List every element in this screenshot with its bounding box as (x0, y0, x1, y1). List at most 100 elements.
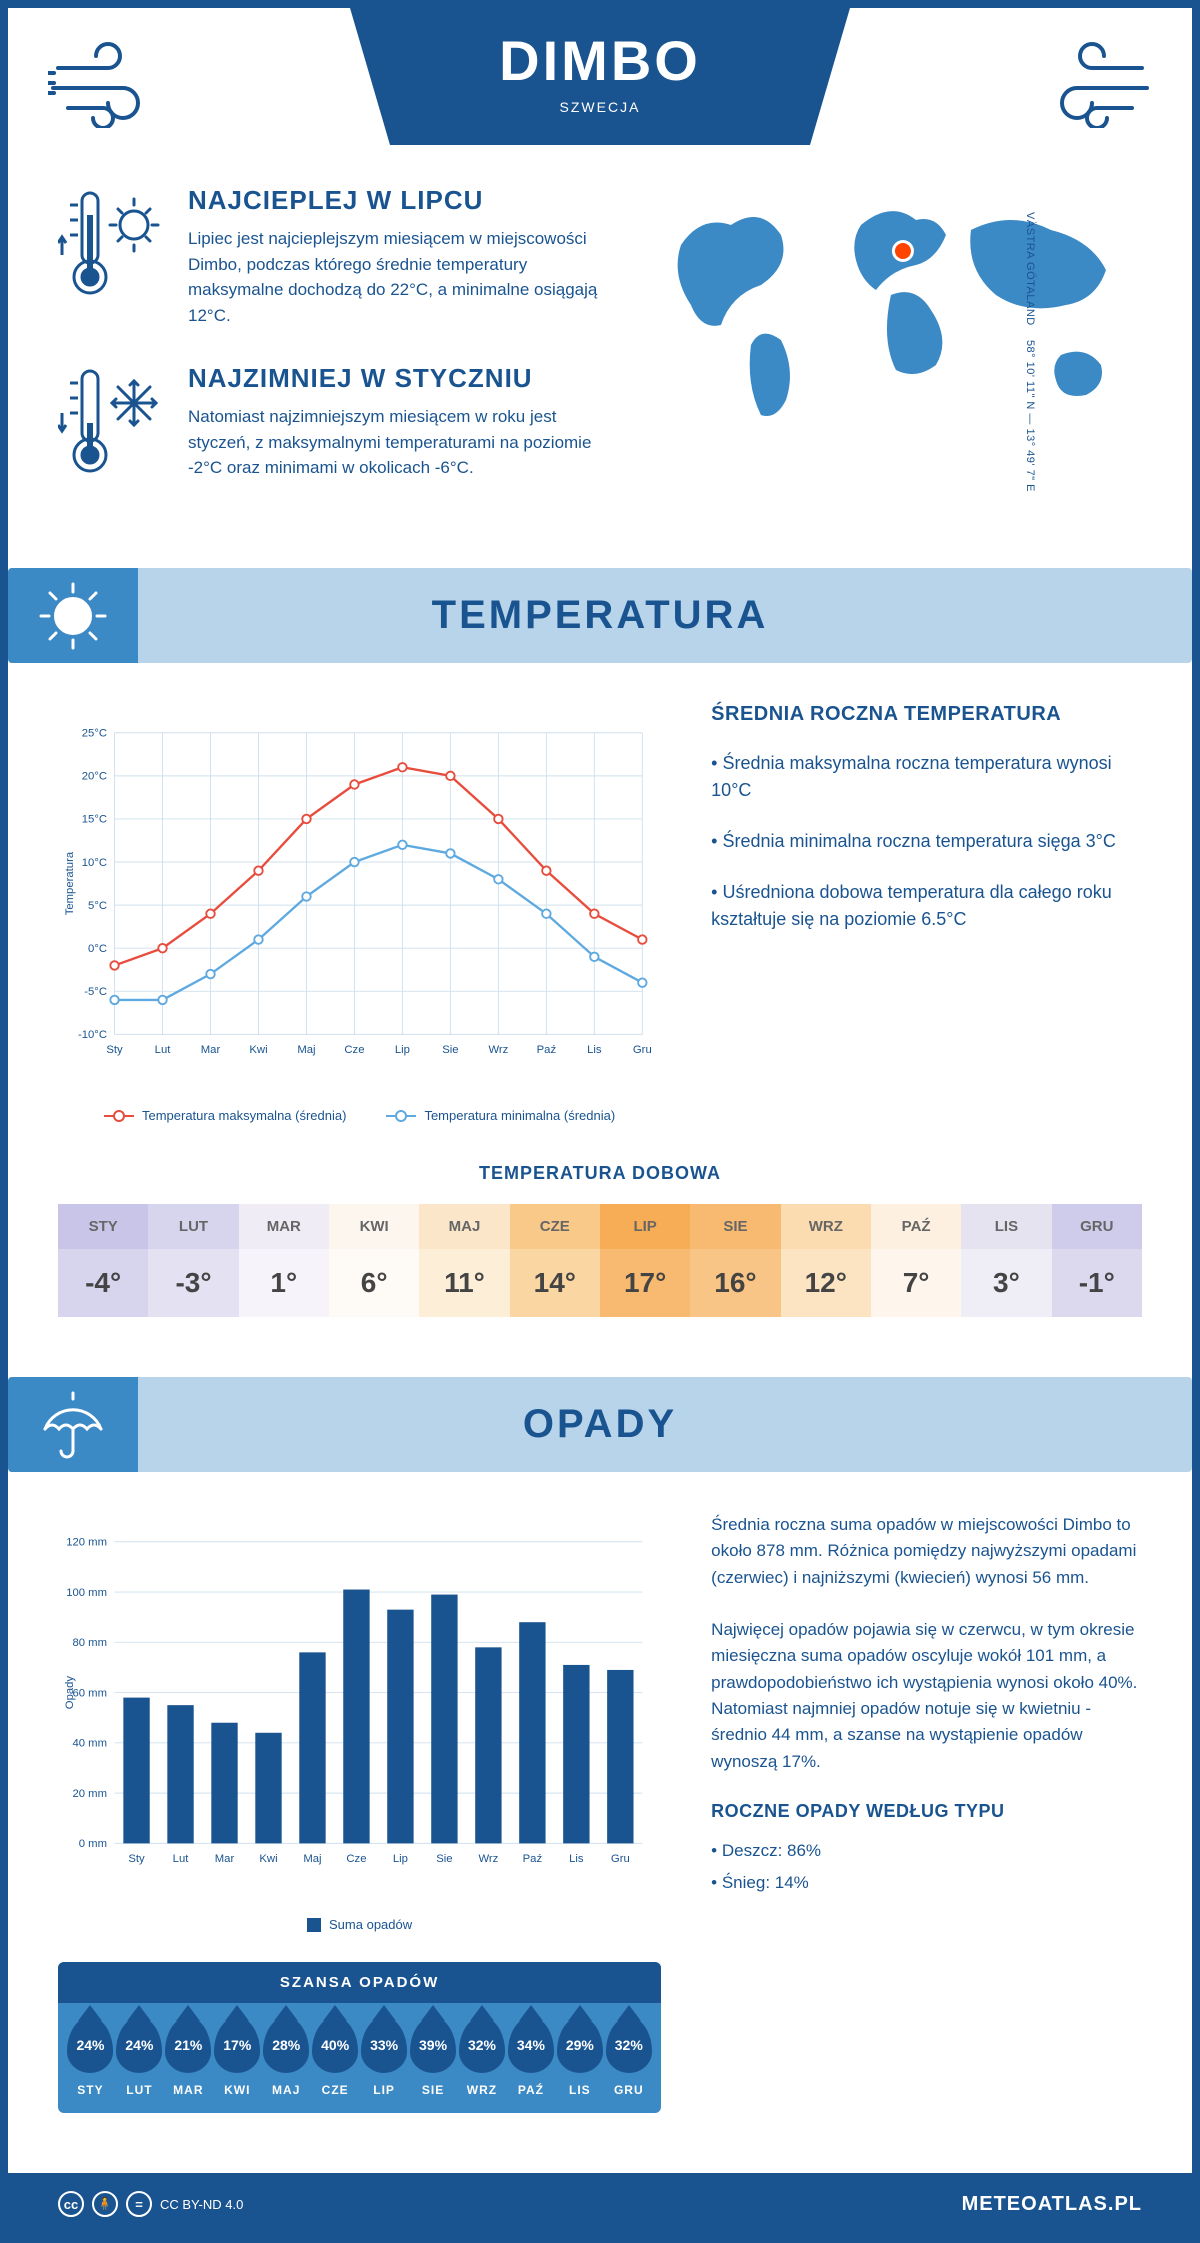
raindrop-icon: 34% (508, 2017, 554, 2073)
svg-text:Lut: Lut (155, 1044, 172, 1056)
legend-max-label: Temperatura maksymalna (średnia) (142, 1108, 346, 1123)
umbrella-icon (33, 1385, 113, 1465)
precipitation-legend: Suma opadów (58, 1917, 661, 1932)
svg-text:-5°C: -5°C (84, 986, 107, 998)
coldest-title: NAJZIMNIEJ W STYCZNIU (188, 363, 610, 394)
world-map-icon (640, 185, 1142, 445)
thermometer-cold-icon (58, 363, 168, 483)
chance-cell: 17%KWI (213, 2017, 262, 2097)
svg-text:Sie: Sie (436, 1853, 452, 1865)
nd-icon: = (126, 2191, 152, 2217)
raindrop-icon: 21% (165, 2017, 211, 2073)
chance-cell: 40%CZE (311, 2017, 360, 2097)
raindrop-icon: 33% (361, 2017, 407, 2073)
chance-cell: 32%WRZ (458, 2017, 507, 2097)
hottest-block: NAJCIEPLEJ W LIPCU Lipiec jest najcieple… (58, 185, 610, 328)
svg-text:Mar: Mar (215, 1853, 235, 1865)
chance-cell: 28%MAJ (262, 2017, 311, 2097)
precip-by-type-title: ROCZNE OPADY WEDŁUG TYPU (711, 1801, 1142, 1822)
coldest-text: Natomiast najzimniejszym miesiącem w rok… (188, 404, 610, 481)
chance-cell: 33%LIP (360, 2017, 409, 2097)
svg-text:20°C: 20°C (82, 771, 107, 783)
svg-text:Paź: Paź (523, 1853, 543, 1865)
precip-paragraph: Najwięcej opadów pojawia się w czerwcu, … (711, 1617, 1142, 1775)
precip-paragraph: Średnia roczna suma opadów w miejscowośc… (711, 1512, 1142, 1591)
temp-stat-item: • Średnia maksymalna roczna temperatura … (711, 750, 1142, 804)
precipitation-section: 0 mm20 mm40 mm60 mm80 mm100 mm120 mmOpad… (8, 1472, 1192, 2133)
temp-table-cell: LIS3° (961, 1204, 1051, 1317)
license-text: CC BY-ND 4.0 (160, 2197, 243, 2212)
chance-cell: 34%PAŹ (506, 2017, 555, 2097)
thermometer-hot-icon (58, 185, 168, 305)
title-banner: DIMBO SZWECJA (350, 8, 850, 145)
precipitation-banner: OPADY (8, 1377, 1192, 1472)
temperature-heading: TEMPERATURA (58, 593, 1142, 638)
temp-table-cell: CZE14° (510, 1204, 600, 1317)
by-icon: 🧍 (92, 2191, 118, 2217)
svg-text:Gru: Gru (611, 1853, 630, 1865)
temp-stats-title: ŚREDNIA ROCZNA TEMPERATURA (711, 703, 1142, 726)
temp-table-cell: KWI6° (329, 1204, 419, 1317)
sun-icon (33, 576, 113, 656)
svg-text:Maj: Maj (303, 1853, 321, 1865)
map-container: VÄSTRA GÖTALAND 58° 10' 11" N — 13° 49' … (640, 185, 1142, 518)
precipitation-chance-box: SZANSA OPADÓW 24%STY24%LUT21%MAR17%KWI28… (58, 1962, 661, 2113)
temp-table-cell: LIP17° (600, 1204, 690, 1317)
svg-text:Lut: Lut (173, 1853, 190, 1865)
svg-text:Paź: Paź (537, 1044, 557, 1056)
svg-text:Temperatura: Temperatura (64, 851, 76, 915)
svg-text:120 mm: 120 mm (66, 1537, 107, 1549)
legend-precip-label: Suma opadów (329, 1917, 412, 1932)
chance-cell: 39%SIE (409, 2017, 458, 2097)
svg-text:20 mm: 20 mm (72, 1788, 107, 1800)
chance-cell: 21%MAR (164, 2017, 213, 2097)
svg-text:15°C: 15°C (82, 814, 107, 826)
svg-text:40 mm: 40 mm (72, 1738, 107, 1750)
raindrop-icon: 17% (214, 2017, 260, 2073)
svg-text:Lip: Lip (393, 1853, 408, 1865)
footer-brand: METEOATLAS.PL (962, 2193, 1142, 2216)
svg-text:100 mm: 100 mm (66, 1587, 107, 1599)
chance-cell: 24%STY (66, 2017, 115, 2097)
raindrop-icon: 32% (606, 2017, 652, 2073)
chance-cell: 24%LUT (115, 2017, 164, 2097)
svg-text:Maj: Maj (297, 1044, 315, 1056)
precipitation-text: Średnia roczna suma opadów w miejscowośc… (711, 1512, 1142, 2113)
page-container: DIMBO SZWECJA (0, 0, 1200, 2243)
temperature-section: -10°C-5°C0°C5°C10°C15°C20°C25°CStyLutMar… (8, 663, 1192, 1153)
page-subtitle: SZWECJA (410, 99, 790, 115)
coldest-block: NAJZIMNIEJ W STYCZNIU Natomiast najzimni… (58, 363, 610, 483)
temperature-stats: ŚREDNIA ROCZNA TEMPERATURA • Średnia mak… (711, 703, 1142, 1123)
wind-icon-right (1032, 38, 1152, 128)
svg-text:-10°C: -10°C (78, 1029, 107, 1041)
svg-text:60 mm: 60 mm (72, 1687, 107, 1699)
daily-temp-table: STY-4°LUT-3°MAR1°KWI6°MAJ11°CZE14°LIP17°… (58, 1204, 1142, 1317)
temperature-banner: TEMPERATURA (8, 568, 1192, 663)
temp-table-cell: GRU-1° (1052, 1204, 1142, 1317)
chance-cell: 32%GRU (604, 2017, 653, 2097)
coordinates-label: VÄSTRA GÖTALAND 58° 10' 11" N — 13° 49' … (1024, 212, 1036, 492)
header: DIMBO SZWECJA (8, 8, 1192, 165)
footer: cc 🧍 = CC BY-ND 4.0 METEOATLAS.PL (8, 2173, 1192, 2235)
svg-text:10°C: 10°C (82, 857, 107, 869)
raindrop-icon: 40% (312, 2017, 358, 2073)
temp-table-cell: WRZ12° (781, 1204, 871, 1317)
chance-cell: 29%LIS (555, 2017, 604, 2097)
svg-text:Sty: Sty (128, 1853, 145, 1865)
svg-text:Wrz: Wrz (488, 1044, 508, 1056)
svg-text:Mar: Mar (201, 1044, 221, 1056)
temp-table-cell: MAR1° (239, 1204, 329, 1317)
svg-text:Opady: Opady (64, 1676, 76, 1710)
license-block: cc 🧍 = CC BY-ND 4.0 (58, 2191, 243, 2217)
temp-table-cell: LUT-3° (148, 1204, 238, 1317)
hottest-text: Lipiec jest najcieplejszym miesiącem w m… (188, 226, 610, 328)
precip-type-item: • Deszcz: 86% (711, 1838, 1142, 1864)
svg-text:0°C: 0°C (88, 943, 107, 955)
daily-temp-title: TEMPERATURA DOBOWA (58, 1163, 1142, 1184)
hottest-title: NAJCIEPLEJ W LIPCU (188, 185, 610, 216)
raindrop-icon: 24% (67, 2017, 113, 2073)
svg-text:0 mm: 0 mm (79, 1838, 107, 1850)
temperature-legend: Temperatura maksymalna (średnia) Tempera… (58, 1108, 661, 1123)
svg-text:5°C: 5°C (88, 900, 107, 912)
temp-stat-item: • Średnia minimalna roczna temperatura s… (711, 828, 1142, 855)
